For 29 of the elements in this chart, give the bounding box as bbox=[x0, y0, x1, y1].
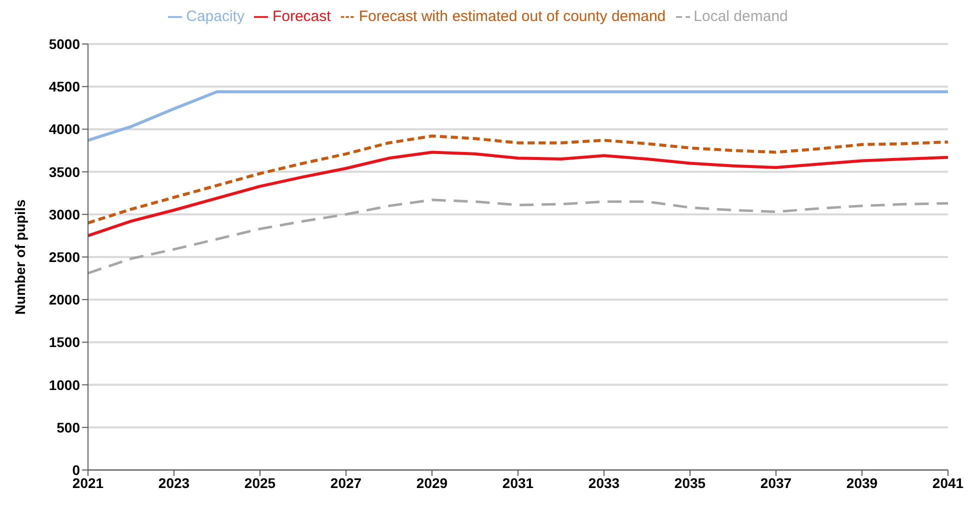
y-axis-title: Number of pupils bbox=[12, 199, 28, 315]
y-tick-label: 3500 bbox=[48, 164, 80, 180]
y-tick-label: 3000 bbox=[48, 206, 80, 222]
x-tick-label: 2041 bbox=[932, 474, 964, 491]
y-tick-label: 2500 bbox=[48, 248, 80, 265]
legend-label: Capacity bbox=[186, 8, 244, 25]
y-tick-label: 4500 bbox=[48, 78, 80, 95]
y-tick-label: 1000 bbox=[48, 376, 80, 393]
line-series bbox=[88, 90, 948, 142]
legend-label: Local demand bbox=[694, 8, 788, 25]
line-series bbox=[88, 150, 948, 238]
x-tick-label: 2031 bbox=[502, 474, 534, 491]
y-tick-label: 2000 bbox=[48, 292, 80, 308]
y-tick-label: 500 bbox=[56, 419, 80, 436]
x-tick-label: 2039 bbox=[846, 474, 878, 491]
y-tick-label: 1500 bbox=[48, 334, 80, 350]
x-tick-label: 2027 bbox=[330, 474, 362, 491]
line-series bbox=[88, 198, 948, 274]
x-tick-label: 2035 bbox=[674, 474, 706, 491]
x-tick-label: 2023 bbox=[158, 474, 190, 491]
line-series bbox=[88, 134, 948, 224]
x-tick-label: 2033 bbox=[588, 474, 620, 491]
x-tick-label: 2029 bbox=[416, 474, 448, 491]
x-tick-label: 2037 bbox=[760, 474, 792, 491]
legend-label: Forecast with estimated out of county demand bbox=[358, 8, 666, 25]
y-tick-label: 5000 bbox=[48, 36, 80, 52]
legend-label: Forecast bbox=[272, 8, 331, 25]
y-tick-label: 4000 bbox=[48, 121, 80, 138]
x-tick-label: 2025 bbox=[244, 474, 276, 491]
